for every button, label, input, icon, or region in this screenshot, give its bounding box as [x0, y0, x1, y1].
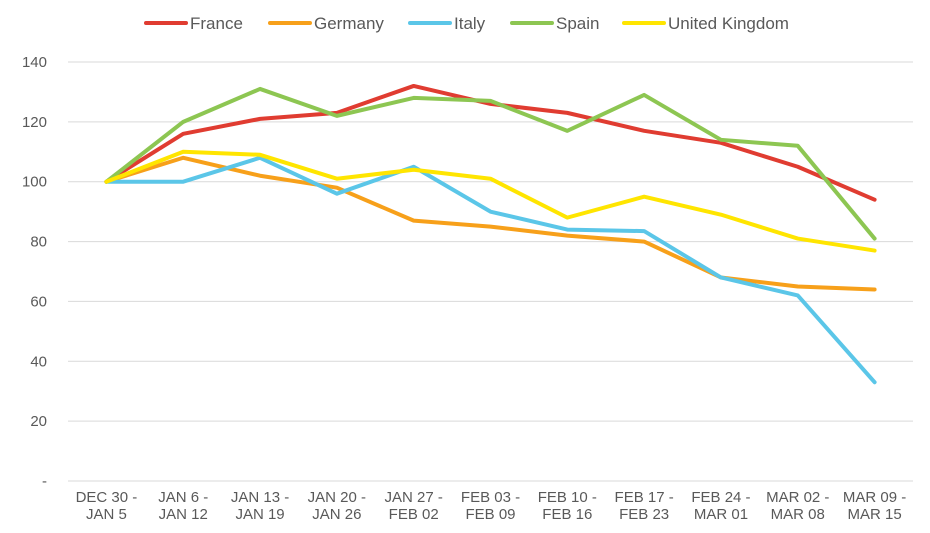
series-line-united-kingdom [104, 149, 877, 253]
legend-label: United Kingdom [668, 14, 789, 33]
x-tick-label-line: MAR 08 [771, 506, 825, 523]
legend-item-united-kingdom: United Kingdom [622, 14, 789, 33]
x-tick-label: FEB 03 -FEB 09 [461, 489, 520, 523]
x-tick-label-line: JAN 19 [235, 506, 284, 523]
x-tick-label-line: FEB 09 [465, 506, 515, 523]
legend-item-france: France [144, 14, 243, 33]
x-tick-label-line: DEC 30 - [76, 489, 138, 506]
legend: France Germany Italy Spain United Kingdom [144, 14, 789, 33]
y-tick-label: 20 [30, 413, 47, 430]
x-tick-label-line: FEB 02 [389, 506, 439, 523]
x-tick-label-line: JAN 13 - [231, 489, 289, 506]
y-axis: - 20 40 60 80 100 120 140 [22, 54, 47, 490]
x-tick-label: FEB 17 -FEB 23 [615, 489, 674, 523]
legend-label: Spain [556, 14, 599, 33]
x-tick-label-line: MAR 15 [847, 506, 901, 523]
series-lines [104, 83, 877, 385]
x-tick-label-line: FEB 24 - [691, 489, 750, 506]
series-line-spain [104, 86, 877, 241]
legend-label: Italy [454, 14, 486, 33]
y-tick-label: 120 [22, 114, 47, 131]
x-tick-label-line: JAN 5 [86, 506, 127, 523]
x-tick-label: DEC 30 -JAN 5 [76, 489, 138, 523]
y-tick-label: - [42, 473, 47, 490]
x-tick-label-line: MAR 01 [694, 506, 748, 523]
x-axis: DEC 30 -JAN 5 JAN 6 -JAN 12 JAN 13 -JAN 19… [76, 489, 907, 523]
legend-item-spain: Spain [510, 14, 599, 33]
x-tick-label-line: JAN 12 [159, 506, 208, 523]
x-tick-label-line: FEB 17 - [615, 489, 674, 506]
y-tick-label: 60 [30, 293, 47, 310]
y-tick-label: 80 [30, 234, 47, 251]
y-tick-label: 40 [30, 353, 47, 370]
gridlines [68, 61, 913, 482]
x-tick-label: FEB 10 -FEB 16 [538, 489, 597, 523]
legend-item-italy: Italy [408, 14, 486, 33]
x-tick-label-line: FEB 16 [542, 506, 592, 523]
legend-label: Germany [314, 14, 384, 33]
x-tick-label: MAR 02 -MAR 08 [766, 489, 829, 523]
series-line-italy [104, 155, 877, 385]
x-tick-label-line: MAR 09 - [843, 489, 906, 506]
x-tick-label: JAN 13 -JAN 19 [231, 489, 289, 523]
x-tick-label: JAN 20 -JAN 26 [308, 489, 366, 523]
x-tick-label: JAN 6 -JAN 12 [158, 489, 208, 523]
x-tick-label-line: JAN 27 - [385, 489, 443, 506]
y-tick-label: 100 [22, 174, 47, 191]
x-tick-label-line: JAN 6 - [158, 489, 208, 506]
x-tick-label-line: MAR 02 - [766, 489, 829, 506]
legend-item-germany: Germany [268, 14, 384, 33]
legend-label: France [190, 14, 243, 33]
x-tick-label: MAR 09 -MAR 15 [843, 489, 906, 523]
x-tick-label-line: FEB 23 [619, 506, 669, 523]
series-line-france [104, 83, 877, 202]
x-tick-label: FEB 24 -MAR 01 [691, 489, 750, 523]
x-tick-label-line: JAN 20 - [308, 489, 366, 506]
x-tick-label-line: FEB 10 - [538, 489, 597, 506]
x-tick-label-line: FEB 03 - [461, 489, 520, 506]
y-tick-label: 140 [22, 54, 47, 71]
series-line-germany [104, 155, 877, 292]
x-tick-label-line: JAN 26 [312, 506, 361, 523]
x-tick-label: JAN 27 -FEB 02 [385, 489, 443, 523]
